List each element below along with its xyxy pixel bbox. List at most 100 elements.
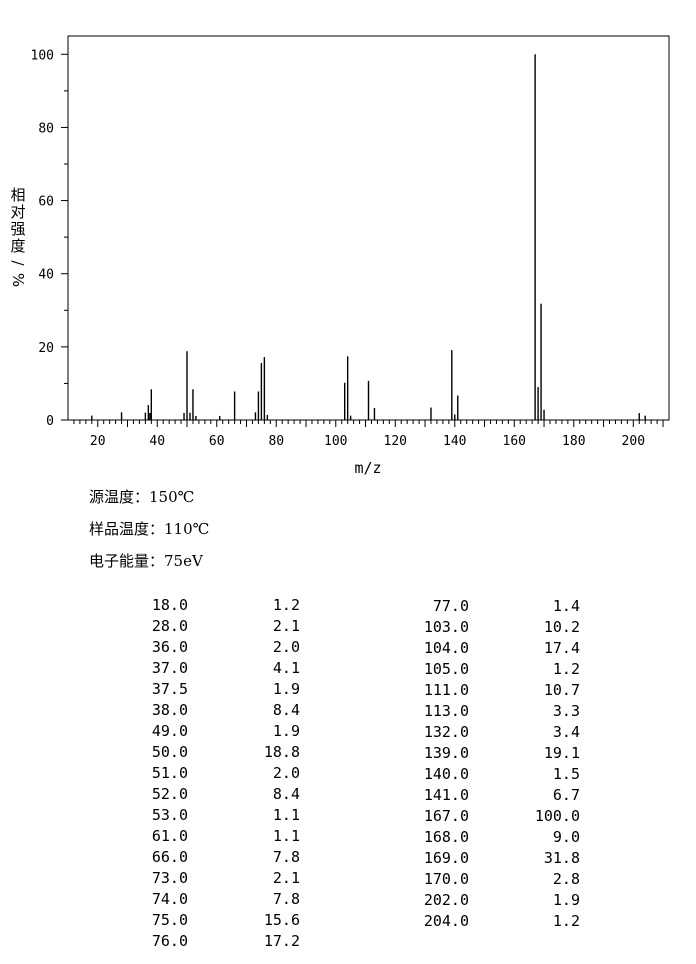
- y-axis-title-char: %: [9, 273, 27, 287]
- intensity-value: 1.9: [272, 680, 300, 698]
- intensity-value: 19.1: [543, 744, 580, 762]
- mz-value: 74.0: [151, 890, 188, 908]
- mz-value: 132.0: [423, 723, 469, 741]
- mz-value: 37.5: [151, 680, 188, 698]
- mz-value: 52.0: [151, 785, 188, 803]
- table-row: 111.0 10.7: [390, 680, 580, 701]
- y-axis-title-char: 对: [10, 203, 25, 221]
- mz-value: 139.0: [423, 744, 469, 762]
- mz-value: 18.0: [151, 596, 188, 614]
- sample-temperature: 样品温度：110℃: [89, 520, 210, 538]
- x-axis-title: m/z: [354, 459, 381, 477]
- intensity-value: 1.1: [272, 827, 300, 845]
- mz-value: 111.0: [423, 681, 469, 699]
- table-row: 73.0 2.1: [120, 868, 300, 889]
- y-axis-title-char: 强: [10, 220, 25, 238]
- y-axis-title-char: 相: [10, 186, 25, 204]
- intensity-value: 2.1: [272, 617, 300, 635]
- table-row: 18.0 1.2: [120, 595, 300, 616]
- x-tick-label: 60: [209, 434, 225, 449]
- intensity-value: 3.3: [552, 702, 580, 720]
- source-temperature: 源温度：150℃: [89, 488, 195, 506]
- table-row: 202.0 1.9: [390, 890, 580, 911]
- table-row: 169.0 31.8: [390, 848, 580, 869]
- intensity-value: 3.4: [552, 723, 580, 741]
- mz-value: 61.0: [151, 827, 188, 845]
- x-tick-label: 20: [90, 434, 106, 449]
- table-row: 75.0 15.6: [120, 910, 300, 931]
- table-row: 132.0 3.4: [390, 722, 580, 743]
- y-tick-label: 40: [38, 268, 54, 283]
- mz-value: 167.0: [423, 807, 469, 825]
- intensity-value: 2.0: [272, 638, 300, 656]
- intensity-value: 1.9: [552, 891, 580, 909]
- table-row: 103.0 10.2: [390, 617, 580, 638]
- intensity-value: 4.1: [272, 659, 300, 677]
- table-row: 38.0 8.4: [120, 700, 300, 721]
- mz-value: 141.0: [423, 786, 469, 804]
- table-row: 37.5 1.9: [120, 679, 300, 700]
- mz-value: 28.0: [151, 617, 188, 635]
- y-tick-label: 0: [46, 414, 54, 429]
- table-row: 141.0 6.7: [390, 785, 580, 806]
- y-tick-label: 100: [31, 48, 54, 63]
- intensity-value: 15.6: [263, 911, 300, 929]
- mz-value: 105.0: [423, 660, 469, 678]
- electron-energy: 电子能量：75eV: [89, 552, 203, 570]
- y-axis-title-char: 度: [10, 237, 25, 255]
- intensity-value: 8.4: [272, 701, 300, 719]
- peak-table-right: 77.0 1.4 103.0 10.2 104.0 17.4 105.0 1.2 111.0 10…: [390, 596, 580, 932]
- x-tick-label: 100: [324, 434, 347, 449]
- intensity-value: 7.8: [272, 890, 300, 908]
- mz-value: 168.0: [423, 828, 469, 846]
- intensity-value: 10.2: [543, 618, 580, 636]
- mz-value: 75.0: [151, 911, 188, 929]
- mass-spectrum-chart: 20 40 60 80 100 120 140 160 180 200 020406080100 …: [9, 35, 670, 477]
- intensity-value: 10.7: [543, 681, 580, 699]
- table-row: 36.0 2.0: [120, 637, 300, 658]
- y-tick-label: 60: [38, 195, 54, 210]
- table-row: 168.0 9.0: [390, 827, 580, 848]
- intensity-value: 2.8: [552, 870, 580, 888]
- intensity-value: 6.7: [552, 786, 580, 804]
- intensity-value: 31.8: [543, 849, 580, 867]
- table-row: 140.0 1.5: [390, 764, 580, 785]
- mz-value: 202.0: [423, 891, 469, 909]
- mz-value: 37.0: [151, 659, 188, 677]
- table-row: 50.0 18.8: [120, 742, 300, 763]
- intensity-value: 1.2: [552, 912, 580, 930]
- plot-frame: [67, 35, 670, 421]
- y-axis-ticks: 0 20 40 60 80 100: [31, 48, 68, 429]
- table-row: 167.0 100.0: [390, 806, 580, 827]
- table-row: 28.0 2.1: [120, 616, 300, 637]
- table-row: 49.0 1.9: [120, 721, 300, 742]
- intensity-value: 1.9: [272, 722, 300, 740]
- table-row: 139.0 19.1: [390, 743, 580, 764]
- mz-value: 53.0: [151, 806, 188, 824]
- mz-value: 50.0: [151, 743, 188, 761]
- intensity-value: 8.4: [272, 785, 300, 803]
- table-row: 104.0 17.4: [390, 638, 580, 659]
- mz-value: 170.0: [423, 870, 469, 888]
- peak-table-left: 18.0 1.2 28.0 2.1 36.0 2.0 37.0 4.1 37.5 1.9 38.0 8…: [120, 595, 300, 952]
- table-row: 61.0 1.1: [120, 826, 300, 847]
- x-tick-label: 40: [149, 434, 165, 449]
- y-axis-title-char: /: [9, 260, 27, 266]
- mz-value: 73.0: [151, 869, 188, 887]
- mz-value: 76.0: [151, 932, 188, 950]
- table-row: 66.0 7.8: [120, 847, 300, 868]
- x-tick-label: 120: [384, 434, 407, 449]
- table-row: 105.0 1.2: [390, 659, 580, 680]
- table-row: 204.0 1.2: [390, 911, 580, 932]
- intensity-value: 1.1: [272, 806, 300, 824]
- intensity-value: 1.2: [552, 660, 580, 678]
- mz-value: 113.0: [423, 702, 469, 720]
- table-row: 52.0 8.4: [120, 784, 300, 805]
- table-row: 77.0 1.4: [390, 596, 580, 617]
- intensity-value: 100.0: [534, 807, 580, 825]
- spectrum-peaks: [91, 54, 646, 420]
- mz-value: 66.0: [151, 848, 188, 866]
- y-tick-label: 20: [38, 341, 54, 356]
- intensity-value: 1.2: [272, 596, 300, 614]
